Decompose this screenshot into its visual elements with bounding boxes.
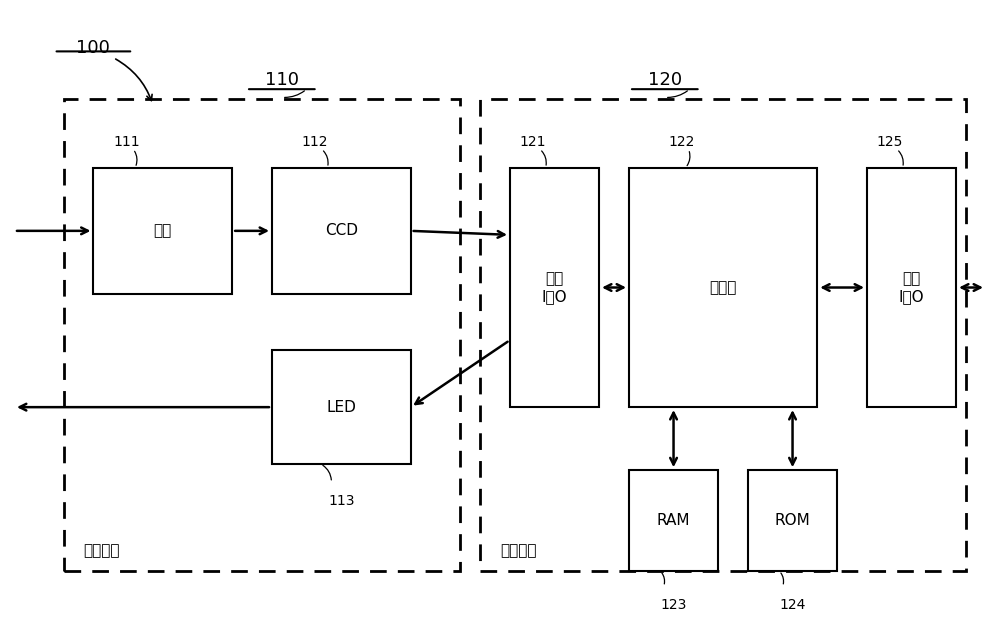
Bar — [272, 350, 411, 464]
Bar — [629, 168, 817, 407]
Text: CCD: CCD — [325, 223, 358, 239]
Bar — [510, 168, 599, 407]
Text: 111: 111 — [113, 135, 140, 149]
Text: 122: 122 — [669, 135, 695, 149]
Bar — [867, 168, 956, 407]
Text: ROM: ROM — [775, 513, 810, 528]
Text: 光学头部: 光学头部 — [84, 544, 120, 558]
Text: 100: 100 — [76, 40, 110, 57]
Text: 第二
I／O: 第二 I／O — [899, 271, 924, 304]
Text: 110: 110 — [265, 71, 299, 89]
Text: RAM: RAM — [657, 513, 690, 528]
Text: 112: 112 — [302, 135, 328, 149]
Bar — [629, 470, 718, 571]
Text: 处理器: 处理器 — [709, 280, 737, 295]
Bar — [480, 99, 966, 571]
Text: 125: 125 — [877, 135, 903, 149]
Text: 124: 124 — [779, 598, 806, 612]
Text: 第一
I／O: 第一 I／O — [542, 271, 567, 304]
Text: 121: 121 — [520, 135, 546, 149]
Text: 113: 113 — [328, 494, 355, 508]
Bar — [93, 168, 232, 294]
Bar — [748, 470, 837, 571]
Bar — [64, 99, 460, 571]
Text: 120: 120 — [648, 71, 682, 89]
Text: 译码器部: 译码器部 — [500, 544, 536, 558]
Text: 123: 123 — [660, 598, 687, 612]
Bar — [272, 168, 411, 294]
Text: 透镜: 透镜 — [154, 223, 172, 239]
Text: LED: LED — [326, 399, 356, 415]
